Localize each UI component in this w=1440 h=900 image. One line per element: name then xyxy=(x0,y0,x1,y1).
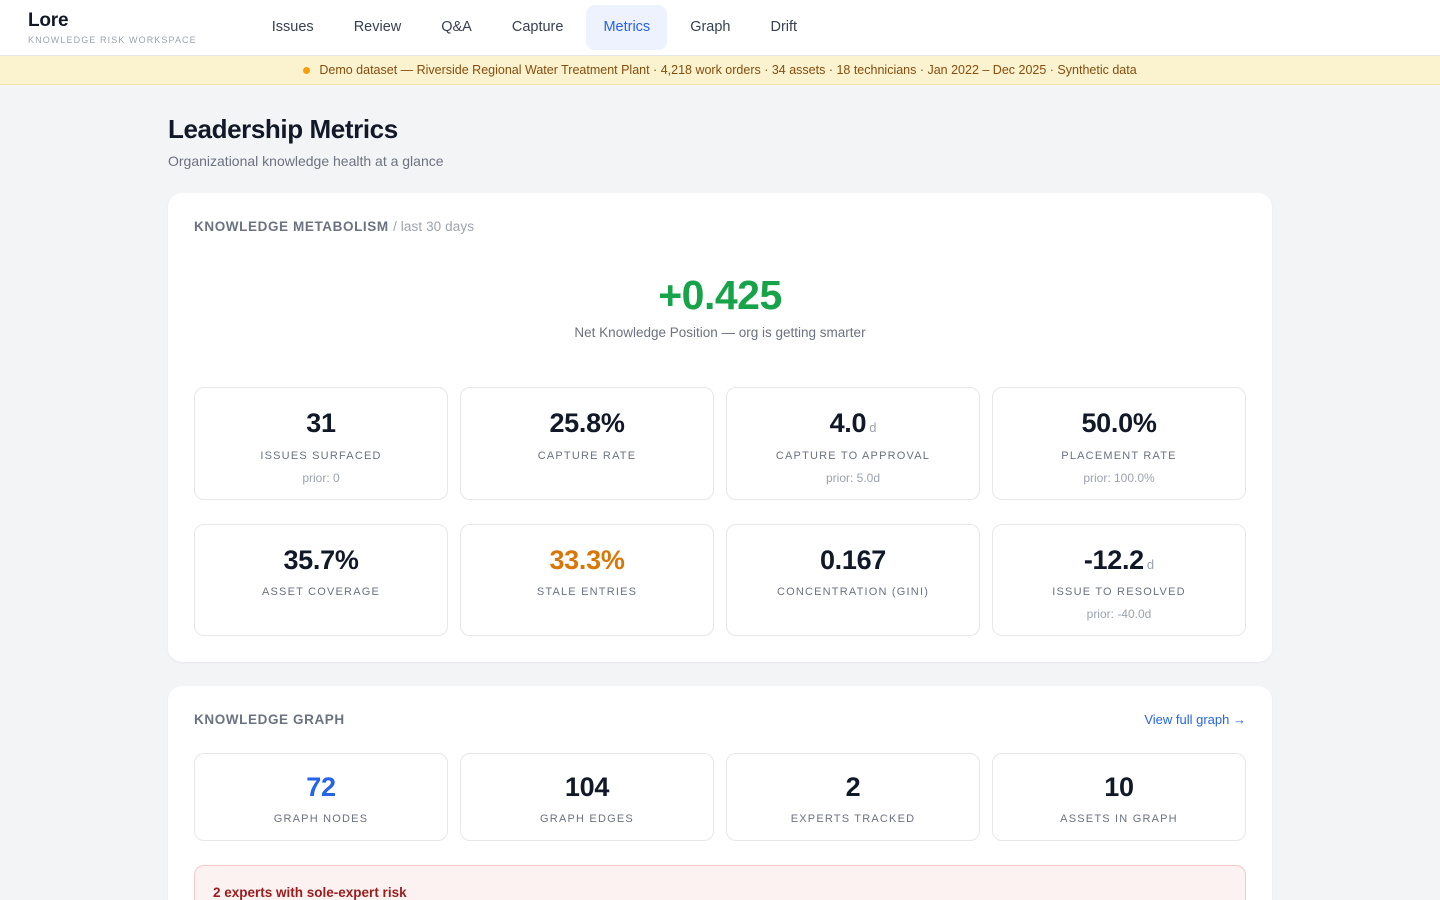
demo-dataset-banner: Demo dataset — Riverside Regional Water … xyxy=(0,56,1440,85)
tile-label: ISSUE TO RESOLVED xyxy=(1005,586,1233,598)
net-knowledge-position-value: +0.425 xyxy=(194,272,1246,319)
view-full-graph-link[interactable]: View full graph → xyxy=(1144,712,1246,727)
graph-section-title: KNOWLEDGE GRAPH xyxy=(194,712,345,727)
nav-tab-capture[interactable]: Capture xyxy=(495,5,581,49)
tile-label: ASSET COVERAGE xyxy=(207,586,435,598)
nav-tab-graph[interactable]: Graph xyxy=(673,5,747,49)
tile-value-text: -12.2 xyxy=(1084,545,1144,575)
tile-issue-to-resolved: -12.2d ISSUE TO RESOLVED prior: -40.0d xyxy=(992,524,1246,636)
nav-tab-metrics[interactable]: Metrics xyxy=(586,5,667,49)
tile-prior: prior: 100.0% xyxy=(1005,471,1233,485)
tile-assets-in-graph: 10 ASSETS IN GRAPH xyxy=(992,753,1246,841)
metabolism-period-text: / last 30 days xyxy=(393,219,474,234)
app-logo[interactable]: Lore KNOWLEDGE RISK WORKSPACE xyxy=(28,10,197,45)
tile-value: 2 xyxy=(739,771,967,803)
tile-graph-nodes: 72 GRAPH NODES xyxy=(194,753,448,841)
tile-value-text: 33.3% xyxy=(549,545,624,575)
nav-tab-drift[interactable]: Drift xyxy=(754,5,815,49)
page-title: Leadership Metrics xyxy=(168,114,1272,145)
tile-concentration-gini: 0.167 CONCENTRATION (GINI) xyxy=(726,524,980,636)
demo-banner-text: Demo dataset — Riverside Regional Water … xyxy=(319,63,1136,77)
net-knowledge-position: +0.425 Net Knowledge Position — org is g… xyxy=(194,272,1246,340)
tile-issues-surfaced: 31 ISSUES SURFACED prior: 0 xyxy=(194,387,448,499)
knowledge-metabolism-card: KNOWLEDGE METABOLISM / last 30 days +0.4… xyxy=(168,193,1272,662)
tile-value: 72 xyxy=(207,771,435,803)
tile-value-text: 4.0 xyxy=(830,408,867,438)
metabolism-section-title: KNOWLEDGE METABOLISM / last 30 days xyxy=(194,219,474,234)
tile-value-text: 31 xyxy=(306,408,335,438)
tile-value-text: 104 xyxy=(565,772,609,802)
tile-capture-to-approval: 4.0d CAPTURE TO APPROVAL prior: 5.0d xyxy=(726,387,980,499)
tile-value: 0.167 xyxy=(739,544,967,576)
tile-unit: d xyxy=(1147,557,1154,572)
sole-expert-risk-alert-title: 2 experts with sole-expert risk xyxy=(213,885,1227,900)
tile-value: 25.8% xyxy=(473,407,701,439)
metabolism-period: / last 30 days xyxy=(393,219,474,234)
tile-value-text: 10 xyxy=(1104,772,1133,802)
tile-value: 4.0d xyxy=(739,407,967,439)
tile-stale-entries: 33.3% STALE ENTRIES xyxy=(460,524,714,636)
tile-label: GRAPH NODES xyxy=(207,813,435,825)
tile-value: 104 xyxy=(473,771,701,803)
metrics-page: Leadership Metrics Organizational knowle… xyxy=(168,85,1272,900)
net-knowledge-position-caption: Net Knowledge Position — org is getting … xyxy=(194,325,1246,340)
tile-experts-tracked: 2 EXPERTS TRACKED xyxy=(726,753,980,841)
tile-placement-rate: 50.0% PLACEMENT RATE prior: 100.0% xyxy=(992,387,1246,499)
metabolism-title-text: KNOWLEDGE METABOLISM xyxy=(194,219,389,234)
main-nav: Issues Review Q&A Capture Metrics Graph … xyxy=(255,5,814,49)
tile-value: 50.0% xyxy=(1005,407,1233,439)
tile-label: CONCENTRATION (GINI) xyxy=(739,586,967,598)
tile-prior: prior: -40.0d xyxy=(1005,607,1233,621)
tile-value: 10 xyxy=(1005,771,1233,803)
tile-label: PLACEMENT RATE xyxy=(1005,450,1233,462)
tile-value-text: 50.0% xyxy=(1081,408,1156,438)
app-header: Lore KNOWLEDGE RISK WORKSPACE Issues Rev… xyxy=(0,0,1440,56)
tile-value: 31 xyxy=(207,407,435,439)
tile-value-text: 35.7% xyxy=(283,545,358,575)
tile-value: 33.3% xyxy=(473,544,701,576)
tile-unit: d xyxy=(869,420,876,435)
graph-tile-grid: 72 GRAPH NODES 104 GRAPH EDGES 2 EXPERTS… xyxy=(194,753,1246,841)
nav-tab-qa[interactable]: Q&A xyxy=(424,5,489,49)
tile-prior: prior: 5.0d xyxy=(739,471,967,485)
tile-value-text: 2 xyxy=(846,772,861,802)
knowledge-graph-card: KNOWLEDGE GRAPH View full graph → 72 GRA… xyxy=(168,686,1272,900)
demo-dot-icon xyxy=(303,67,310,74)
brand-tagline: KNOWLEDGE RISK WORKSPACE xyxy=(28,35,197,45)
tile-value: 35.7% xyxy=(207,544,435,576)
tile-label: ASSETS IN GRAPH xyxy=(1005,813,1233,825)
tile-label: CAPTURE TO APPROVAL xyxy=(739,450,967,462)
tile-label: ISSUES SURFACED xyxy=(207,450,435,462)
tile-asset-coverage: 35.7% ASSET COVERAGE xyxy=(194,524,448,636)
sole-expert-risk-alert: 2 experts with sole-expert risk xyxy=(194,865,1246,900)
tile-label: GRAPH EDGES xyxy=(473,813,701,825)
tile-label: EXPERTS TRACKED xyxy=(739,813,967,825)
tile-capture-rate: 25.8% CAPTURE RATE xyxy=(460,387,714,499)
tile-value-text: 72 xyxy=(306,772,335,802)
nav-tab-issues[interactable]: Issues xyxy=(255,5,331,49)
tile-label: STALE ENTRIES xyxy=(473,586,701,598)
tile-value-text: 0.167 xyxy=(820,545,886,575)
nav-tab-review[interactable]: Review xyxy=(337,5,419,49)
metabolism-tile-grid: 31 ISSUES SURFACED prior: 0 25.8% CAPTUR… xyxy=(194,387,1246,636)
tile-graph-edges: 104 GRAPH EDGES xyxy=(460,753,714,841)
brand-name: Lore xyxy=(28,10,197,32)
tile-label: CAPTURE RATE xyxy=(473,450,701,462)
tile-value: -12.2d xyxy=(1005,544,1233,576)
tile-prior: prior: 0 xyxy=(207,471,435,485)
page-subtitle: Organizational knowledge health at a gla… xyxy=(168,153,1272,169)
tile-value-text: 25.8% xyxy=(549,408,624,438)
